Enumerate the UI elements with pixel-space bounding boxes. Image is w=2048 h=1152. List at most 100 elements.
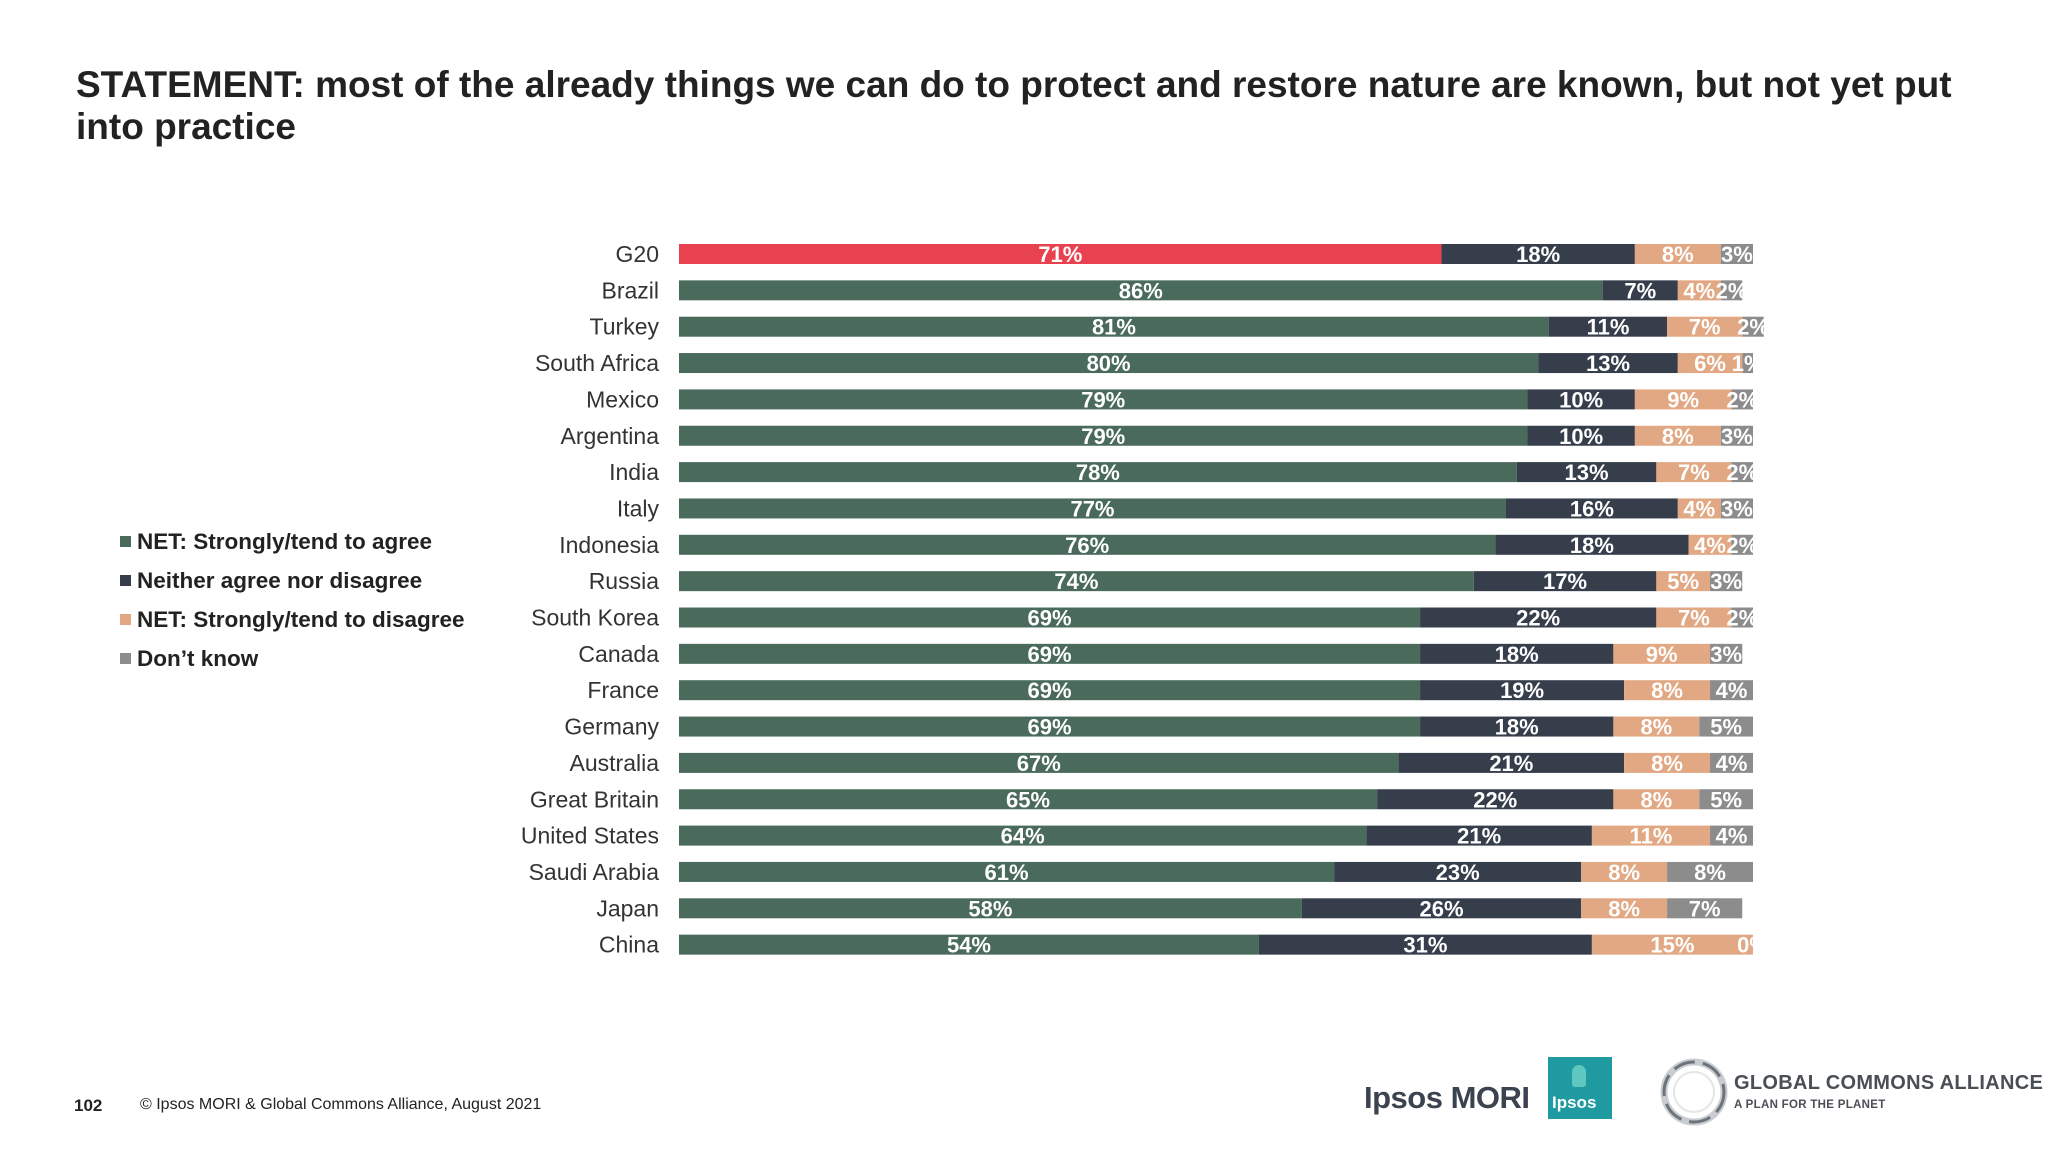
data-label-russia-net-strongly-tend-to-agree: 74% bbox=[1054, 569, 1098, 594]
category-label-south-africa: South Africa bbox=[535, 350, 659, 376]
legend-item-agree: NET: Strongly/tend to agree bbox=[120, 522, 465, 561]
bar-segment-brazil-net-strongly-tend-to-disagree bbox=[1677, 280, 1721, 301]
bar-segment-germany-don-t-know bbox=[1699, 716, 1753, 737]
data-label-russia-don-t-know: 3% bbox=[1710, 569, 1742, 594]
category-label-great-britain: Great Britain bbox=[530, 786, 659, 812]
category-label-australia: Australia bbox=[570, 750, 660, 776]
bar-segment-india-don-t-know bbox=[1731, 462, 1753, 483]
bar-segment-australia-neither-agree-nor-disagree bbox=[1398, 752, 1625, 773]
ipsos-badge-shape bbox=[1572, 1065, 1586, 1087]
bar-segment-south-korea-net-strongly-tend-to-disagree bbox=[1656, 607, 1732, 628]
category-label-united-states: United States bbox=[521, 823, 659, 849]
bar-segment-south-africa-net-strongly-tend-to-agree bbox=[679, 353, 1539, 374]
bar-segment-italy-neither-agree-nor-disagree bbox=[1505, 498, 1678, 519]
data-label-china-net-strongly-tend-to-agree: 54% bbox=[947, 933, 991, 958]
bar-segment-turkey-neither-agree-nor-disagree bbox=[1548, 316, 1668, 337]
data-label-great-britain-net-strongly-tend-to-disagree: 8% bbox=[1640, 787, 1672, 812]
bar-segment-south-africa-don-t-know bbox=[1742, 353, 1753, 374]
data-label-japan-neither-agree-nor-disagree: 26% bbox=[1420, 896, 1464, 921]
data-label-united-states-neither-agree-nor-disagree: 21% bbox=[1457, 824, 1501, 849]
bar-segment-canada-net-strongly-tend-to-disagree bbox=[1613, 643, 1711, 664]
category-label-brazil: Brazil bbox=[601, 277, 659, 303]
bar-segment-china-net-strongly-tend-to-agree bbox=[679, 934, 1259, 955]
legend-swatch-neither bbox=[120, 575, 131, 586]
global-commons-ring-icon bbox=[1660, 1058, 1728, 1126]
bar-segment-italy-net-strongly-tend-to-disagree bbox=[1677, 498, 1721, 519]
data-label-mexico-net-strongly-tend-to-agree: 79% bbox=[1081, 387, 1125, 412]
data-label-south-africa-net-strongly-tend-to-agree: 80% bbox=[1087, 351, 1131, 376]
bar-segment-south-korea-net-strongly-tend-to-agree bbox=[679, 607, 1421, 628]
legend-swatch-agree bbox=[120, 536, 131, 547]
data-label-india-net-strongly-tend-to-disagree: 7% bbox=[1678, 460, 1710, 485]
bar-segment-france-don-t-know bbox=[1710, 680, 1753, 701]
bar-segment-g20-net-strongly-tend-to-disagree bbox=[1634, 244, 1721, 264]
data-label-brazil-neither-agree-nor-disagree: 7% bbox=[1624, 278, 1656, 303]
data-label-saudi-arabia-don-t-know: 8% bbox=[1694, 860, 1726, 885]
bar-segment-saudi-arabia-don-t-know bbox=[1667, 861, 1753, 882]
page-number: 102 bbox=[74, 1096, 103, 1115]
bar-segment-russia-net-strongly-tend-to-disagree bbox=[1656, 571, 1711, 592]
bar-segment-mexico-net-strongly-tend-to-disagree bbox=[1634, 389, 1732, 410]
legend-swatch-disagree bbox=[120, 614, 131, 625]
data-label-germany-neither-agree-nor-disagree: 18% bbox=[1495, 715, 1539, 740]
data-label-mexico-neither-agree-nor-disagree: 10% bbox=[1559, 387, 1603, 412]
bar-segment-great-britain-neither-agree-nor-disagree bbox=[1377, 789, 1614, 810]
data-label-indonesia-neither-agree-nor-disagree: 18% bbox=[1570, 533, 1614, 558]
global-commons-alliance-tagline: A PLAN FOR THE PLANET bbox=[1734, 1099, 1886, 1111]
bar-segment-japan-neither-agree-nor-disagree bbox=[1301, 898, 1582, 919]
bar-segment-indonesia-net-strongly-tend-to-agree bbox=[679, 534, 1496, 555]
data-label-china-net-strongly-tend-to-disagree: 15% bbox=[1650, 933, 1694, 958]
bar-segment-g20-neither-agree-nor-disagree bbox=[1441, 244, 1635, 264]
bar-segment-india-net-strongly-tend-to-agree bbox=[679, 462, 1517, 483]
data-label-india-net-strongly-tend-to-agree: 78% bbox=[1076, 460, 1120, 485]
bar-segment-australia-don-t-know bbox=[1710, 752, 1753, 773]
data-label-france-net-strongly-tend-to-disagree: 8% bbox=[1651, 678, 1683, 703]
bar-segment-g20-net-strongly-tend-to-agree bbox=[679, 244, 1442, 264]
bar-segment-germany-neither-agree-nor-disagree bbox=[1420, 716, 1614, 737]
data-label-russia-neither-agree-nor-disagree: 17% bbox=[1543, 569, 1587, 594]
global-commons-alliance-name: GLOBAL COMMONS ALLIANCE bbox=[1734, 1072, 2044, 1094]
data-label-south-korea-net-strongly-tend-to-disagree: 7% bbox=[1678, 606, 1710, 631]
bar-segment-g20-don-t-know bbox=[1720, 244, 1753, 264]
bar-segment-australia-net-strongly-tend-to-agree bbox=[679, 752, 1399, 773]
bar-segment-canada-don-t-know bbox=[1710, 643, 1743, 664]
data-label-south-africa-neither-agree-nor-disagree: 13% bbox=[1586, 351, 1630, 376]
data-label-france-don-t-know: 4% bbox=[1716, 678, 1748, 703]
ipsos-logo-badge: Ipsos bbox=[1548, 1057, 1612, 1119]
data-label-turkey-net-strongly-tend-to-disagree: 7% bbox=[1689, 315, 1721, 340]
category-label-india: India bbox=[609, 459, 659, 485]
ipsos-badge-text: Ipsos bbox=[1552, 1093, 1597, 1112]
category-label-argentina: Argentina bbox=[561, 423, 660, 449]
page-title: STATEMENT: most of the already things we… bbox=[76, 64, 1952, 147]
bar-segment-mexico-neither-agree-nor-disagree bbox=[1527, 389, 1635, 410]
data-label-india-neither-agree-nor-disagree: 13% bbox=[1565, 460, 1609, 485]
category-label-italy: Italy bbox=[617, 495, 660, 521]
category-label-indonesia: Indonesia bbox=[559, 532, 659, 558]
data-label-germany-net-strongly-tend-to-disagree: 8% bbox=[1640, 715, 1672, 740]
data-label-indonesia-net-strongly-tend-to-disagree: 4% bbox=[1694, 533, 1726, 558]
data-label-argentina-net-strongly-tend-to-disagree: 8% bbox=[1662, 424, 1694, 449]
bar-segment-canada-net-strongly-tend-to-agree bbox=[679, 643, 1421, 664]
bar-segment-turkey-don-t-know bbox=[1742, 316, 1764, 337]
data-label-canada-don-t-know: 3% bbox=[1710, 642, 1742, 667]
data-label-turkey-neither-agree-nor-disagree: 11% bbox=[1587, 315, 1630, 340]
bar-segment-italy-don-t-know bbox=[1720, 498, 1753, 519]
bar-segment-japan-net-strongly-tend-to-agree bbox=[679, 898, 1302, 919]
data-label-canada-net-strongly-tend-to-agree: 69% bbox=[1028, 642, 1072, 667]
data-label-south-korea-neither-agree-nor-disagree: 22% bbox=[1516, 606, 1560, 631]
bar-segment-france-neither-agree-nor-disagree bbox=[1420, 680, 1625, 701]
bar-segment-china-neither-agree-nor-disagree bbox=[1258, 934, 1592, 955]
data-label-france-neither-agree-nor-disagree: 19% bbox=[1500, 678, 1544, 703]
legend-label-disagree: NET: Strongly/tend to disagree bbox=[137, 606, 465, 632]
category-label-south-korea: South Korea bbox=[531, 605, 659, 631]
data-label-turkey-net-strongly-tend-to-agree: 81% bbox=[1092, 315, 1136, 340]
bar-segment-great-britain-don-t-know bbox=[1699, 789, 1753, 810]
bar-segment-south-korea-neither-agree-nor-disagree bbox=[1420, 607, 1657, 628]
ipsos-mori-logo: Ipsos MORI bbox=[1364, 1080, 1530, 1115]
data-label-australia-net-strongly-tend-to-agree: 67% bbox=[1017, 751, 1061, 776]
bar-segment-united-states-net-strongly-tend-to-disagree bbox=[1591, 825, 1711, 846]
data-label-china-neither-agree-nor-disagree: 31% bbox=[1403, 933, 1447, 958]
data-label-united-states-don-t-know: 4% bbox=[1716, 824, 1748, 849]
bar-segment-united-states-don-t-know bbox=[1710, 825, 1753, 846]
